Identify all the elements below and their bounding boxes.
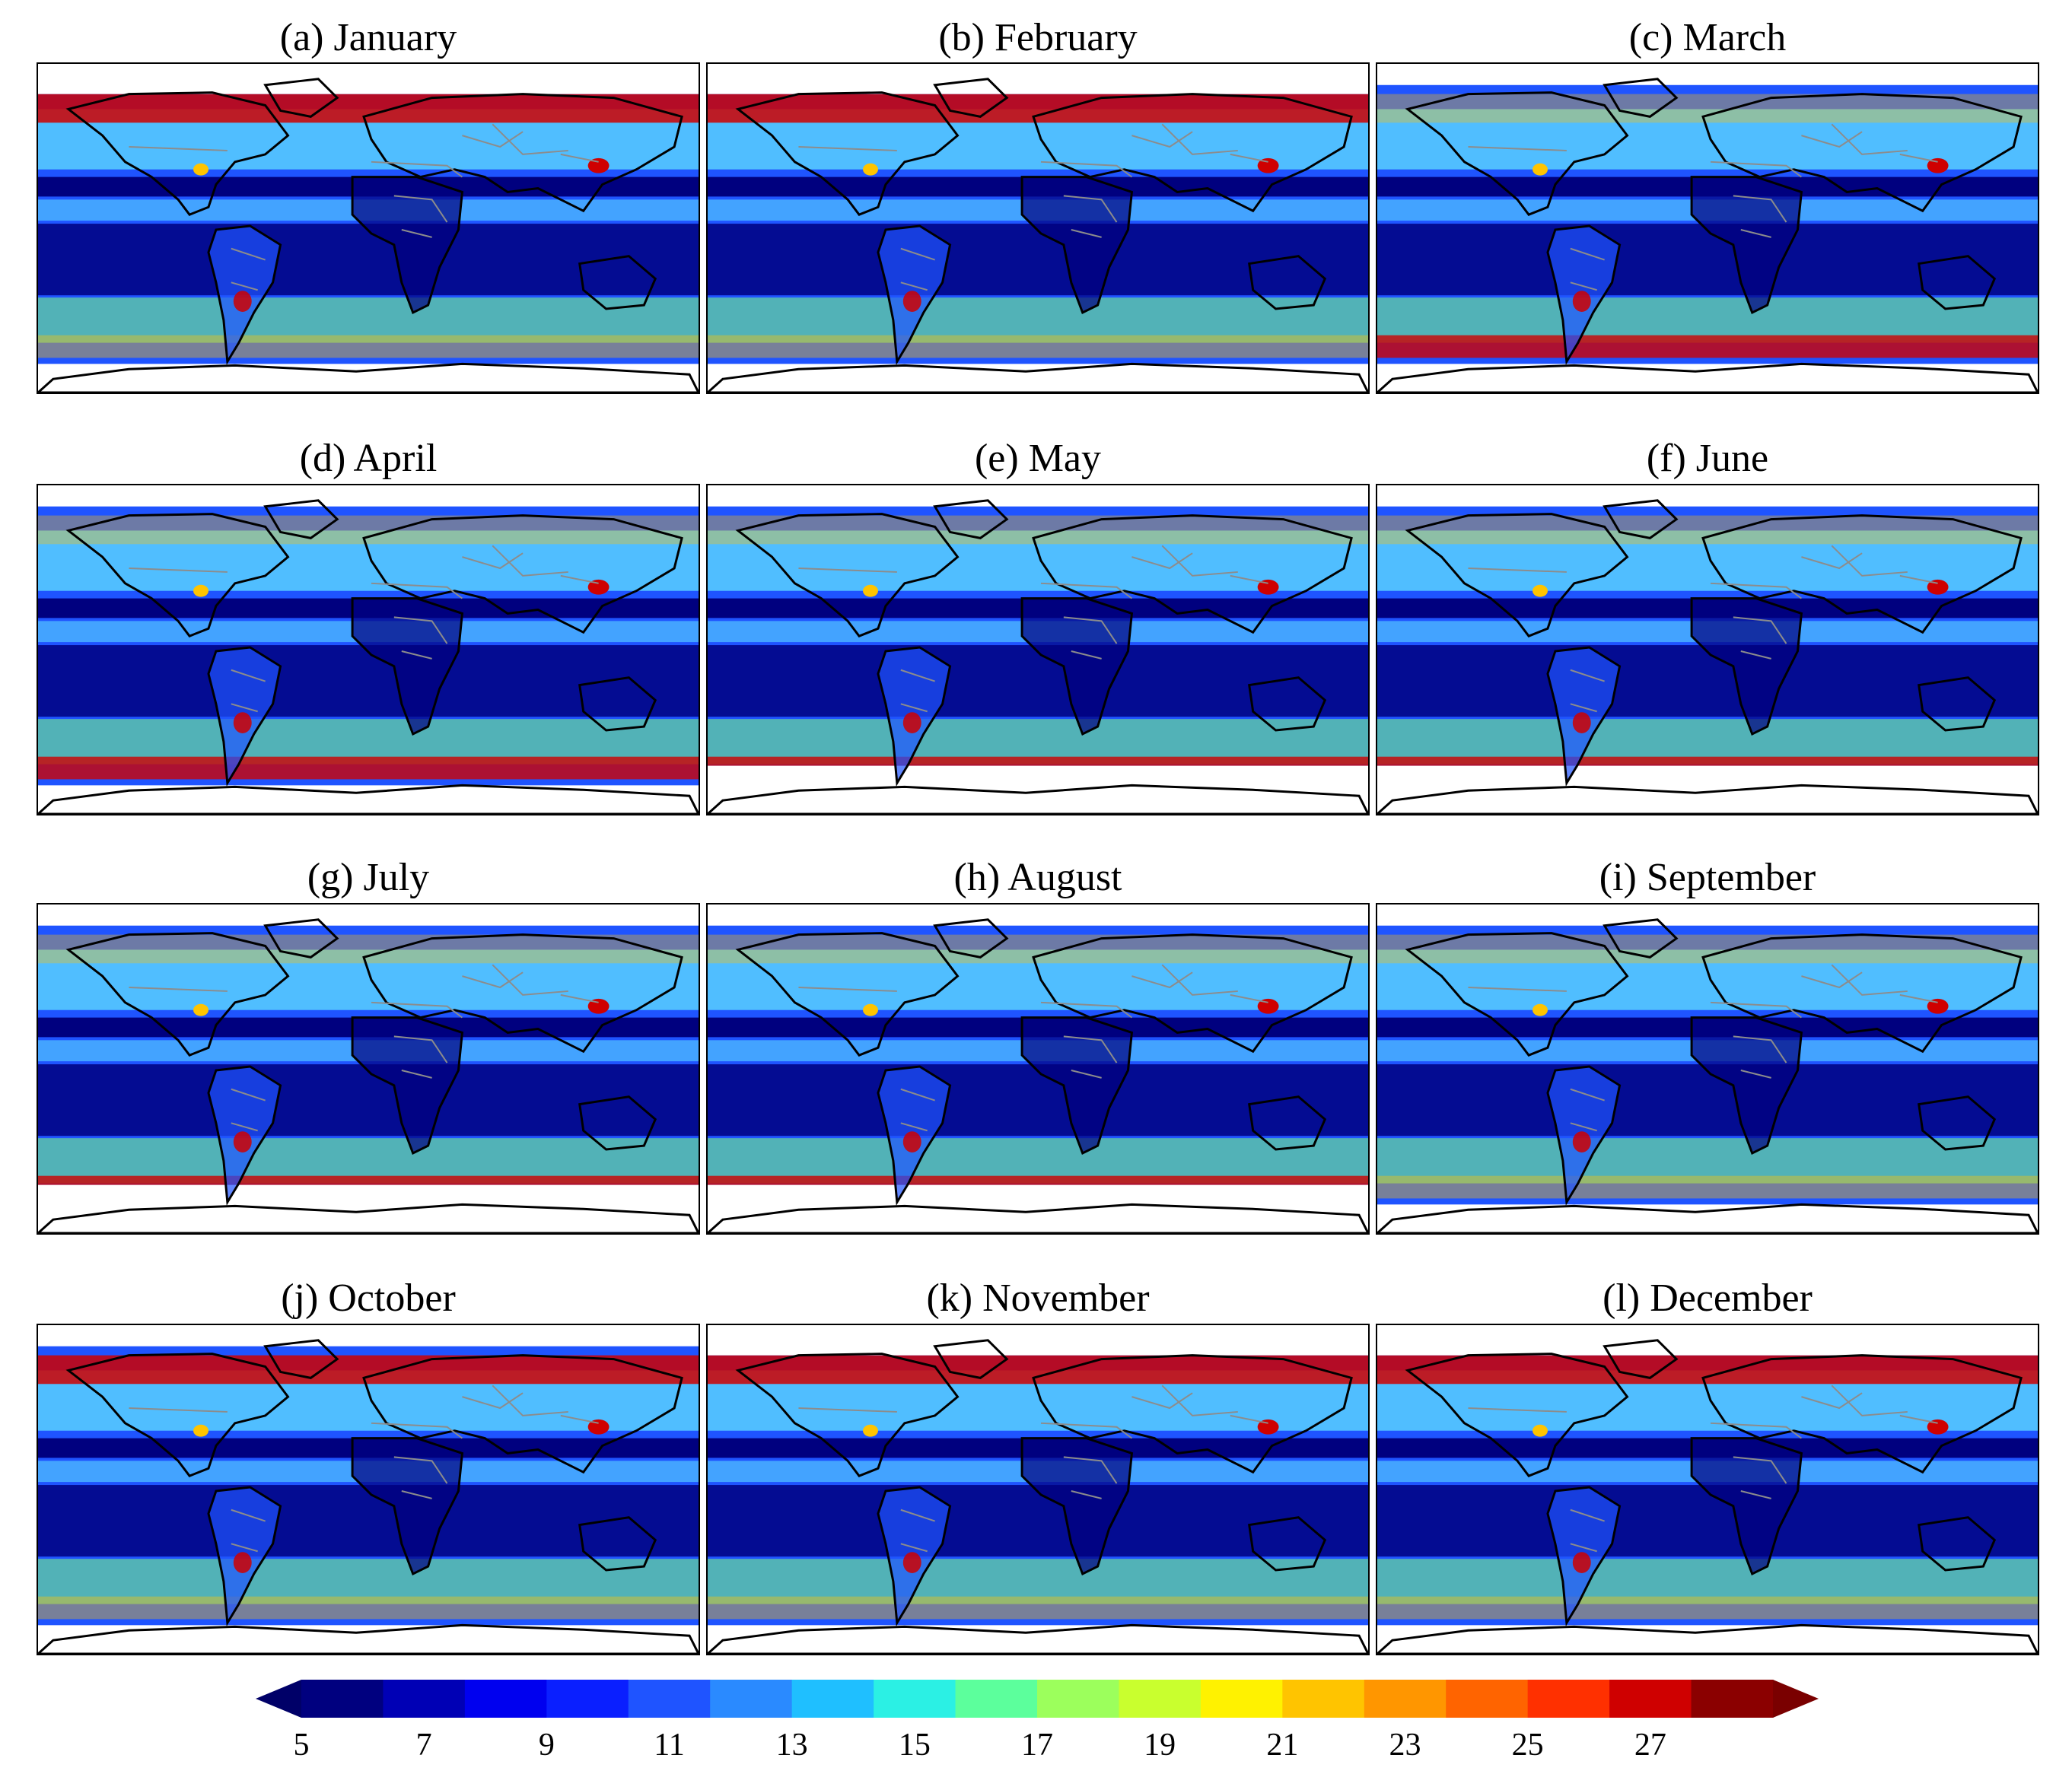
colorbar-tick-label: 11 (654, 1728, 685, 1763)
map-panel-march (1376, 62, 2039, 394)
panel-title-march: (c) March (1628, 16, 1787, 59)
map-march (1377, 64, 2038, 393)
map-december (1377, 1325, 2038, 1654)
map-panel-october (37, 1324, 700, 1655)
colorbar-segment (546, 1680, 629, 1718)
panel-title-july: (g) July (307, 856, 430, 899)
colorbar-segment (1609, 1680, 1692, 1718)
map-november (708, 1325, 1368, 1654)
panel-title-august: (h) August (953, 856, 1122, 899)
colorbar-tick-label: 15 (898, 1728, 931, 1763)
colorbar (256, 1680, 1819, 1718)
colorbar-extend-high (1773, 1680, 1819, 1718)
colorbar-segment (1364, 1680, 1447, 1718)
map-january (38, 64, 699, 393)
colorbar-segment (1446, 1680, 1529, 1718)
map-panel-april (37, 484, 700, 815)
colorbar-segment (628, 1680, 711, 1718)
map-panel-january (37, 62, 700, 394)
map-panel-may (706, 484, 1370, 815)
colorbar-tick-label: 21 (1266, 1728, 1299, 1763)
colorbar-segment (301, 1680, 384, 1718)
panel-title-june: (f) June (1646, 437, 1769, 480)
colorbar-segment (464, 1680, 547, 1718)
panel-title-october: (j) October (281, 1276, 456, 1320)
panel-title-january: (a) January (279, 16, 457, 59)
map-june (1377, 485, 2038, 814)
colorbar-tick-label: 17 (1021, 1728, 1053, 1763)
colorbar-tick-label: 19 (1144, 1728, 1176, 1763)
map-may (708, 485, 1368, 814)
colorbar-segment (1119, 1680, 1202, 1718)
panel-title-february: (b) February (938, 16, 1138, 59)
map-october (38, 1325, 699, 1654)
panel-title-september: (i) September (1599, 856, 1816, 899)
panel-title-december: (l) December (1603, 1276, 1813, 1320)
map-september (1377, 904, 2038, 1233)
map-panel-december (1376, 1324, 2039, 1655)
colorbar-segment (1037, 1680, 1119, 1718)
colorbar-segment (874, 1680, 956, 1718)
colorbar-segment (1282, 1680, 1365, 1718)
map-panel-september (1376, 903, 2039, 1235)
map-july (38, 904, 699, 1233)
map-august (708, 904, 1368, 1233)
panel-title-april: (d) April (299, 437, 438, 480)
map-panel-november (706, 1324, 1370, 1655)
colorbar-extend-low (256, 1680, 301, 1718)
colorbar-tick-label: 13 (775, 1728, 808, 1763)
map-panel-july (37, 903, 700, 1235)
colorbar-segment (1527, 1680, 1610, 1718)
colorbar-tick-label: 27 (1634, 1728, 1666, 1763)
colorbar-segment (955, 1680, 1038, 1718)
colorbar-segment (791, 1680, 874, 1718)
map-panel-august (706, 903, 1370, 1235)
colorbar-segment (1200, 1680, 1283, 1718)
colorbar-segment (383, 1680, 466, 1718)
colorbar-tick-label: 25 (1511, 1728, 1544, 1763)
colorbar-tick-label: 5 (293, 1728, 310, 1763)
map-april (38, 485, 699, 814)
map-february (708, 64, 1368, 393)
colorbar-tick-label: 7 (415, 1728, 432, 1763)
colorbar-tick-label: 9 (538, 1728, 555, 1763)
colorbar-segment (710, 1680, 793, 1718)
map-panel-june (1376, 484, 2039, 815)
panel-title-may: (e) May (974, 437, 1102, 480)
colorbar-tick-label: 23 (1389, 1728, 1421, 1763)
map-panel-february (706, 62, 1370, 394)
panel-title-november: (k) November (926, 1276, 1150, 1320)
colorbar-segment (1691, 1680, 1774, 1718)
